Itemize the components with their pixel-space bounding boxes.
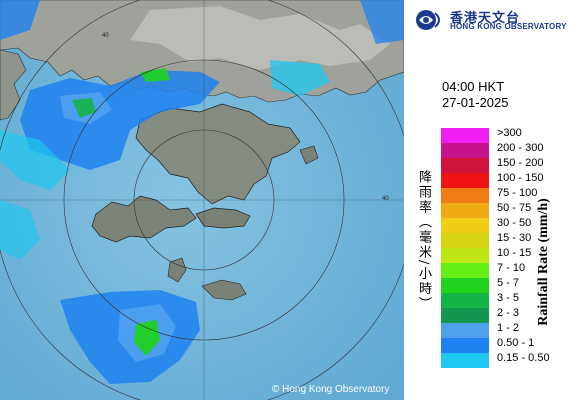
legend-swatch — [441, 338, 489, 353]
legend-swatch — [441, 158, 489, 173]
radar-map: 40 40 © Hong Kong Observatory — [0, 0, 404, 400]
legend-label: 1 - 2 — [497, 322, 520, 334]
rain-echoes — [0, 0, 404, 384]
legend-label: 10 - 15 — [497, 247, 532, 259]
sai-kung-islands — [299, 145, 319, 165]
legend-label: 0.15 - 0.50 — [497, 352, 550, 364]
legend-swatch — [441, 248, 489, 263]
legend-label: 200 - 300 — [497, 142, 544, 154]
observation-time: 04:00 HKT — [442, 79, 505, 94]
legend-title-en: Rainfall Rate (mm/h) — [536, 198, 551, 326]
legend-swatch — [441, 143, 489, 158]
observation-date: 27-01-2025 — [442, 95, 509, 110]
legend-swatch — [441, 263, 489, 278]
hk-island — [195, 207, 251, 229]
legend-label: 7 - 10 — [497, 262, 526, 274]
legend-swatch — [441, 233, 489, 248]
legend-label: 15 - 30 — [497, 232, 532, 244]
legend-label: >300 — [497, 127, 522, 139]
legend-swatch — [441, 293, 489, 308]
range-ring-label: 40 — [102, 33, 109, 39]
copyright-text: © Hong Kong Observatory — [272, 384, 390, 395]
legend-label: 3 - 5 — [497, 292, 520, 304]
legend-swatch — [441, 218, 489, 233]
legend-label: 30 - 50 — [497, 217, 532, 229]
legend-label: 5 - 7 — [497, 277, 520, 289]
radar-map-graphic — [0, 0, 404, 400]
org-name-cn: 香港天文台 — [450, 10, 521, 25]
legend-label: 150 - 200 — [497, 157, 544, 169]
legend-title-cn: 降雨率（毫米/小時） — [416, 170, 431, 312]
legend-swatch — [441, 188, 489, 203]
org-name-en: HONG KONG OBSERVATORY — [450, 22, 567, 31]
hko-logo-icon — [416, 10, 440, 30]
legend-label: 100 - 150 — [497, 172, 544, 184]
west-coast — [0, 49, 27, 121]
legend-swatch — [441, 323, 489, 338]
east-islands — [201, 279, 247, 301]
legend-label: 0.50 - 1 — [497, 337, 535, 349]
legend-swatch — [441, 278, 489, 293]
legend-swatch — [441, 353, 489, 368]
range-rings — [0, 0, 404, 400]
new-territories — [135, 103, 301, 205]
range-ring-label: 40 — [382, 196, 389, 202]
legend-label: 75 - 100 — [497, 187, 538, 199]
info-panel: 香港天文台 HONG KONG OBSERVATORY 04:00 HKT 27… — [404, 0, 577, 400]
legend-label: 2 - 3 — [497, 307, 520, 319]
legend-swatch — [441, 308, 489, 323]
legend-label: 50 - 75 — [497, 202, 532, 214]
legend-swatch — [441, 203, 489, 218]
legend-swatch — [441, 128, 489, 143]
legend-swatch — [441, 173, 489, 188]
mainland-texture — [130, 6, 390, 70]
lamma-island — [167, 257, 187, 283]
